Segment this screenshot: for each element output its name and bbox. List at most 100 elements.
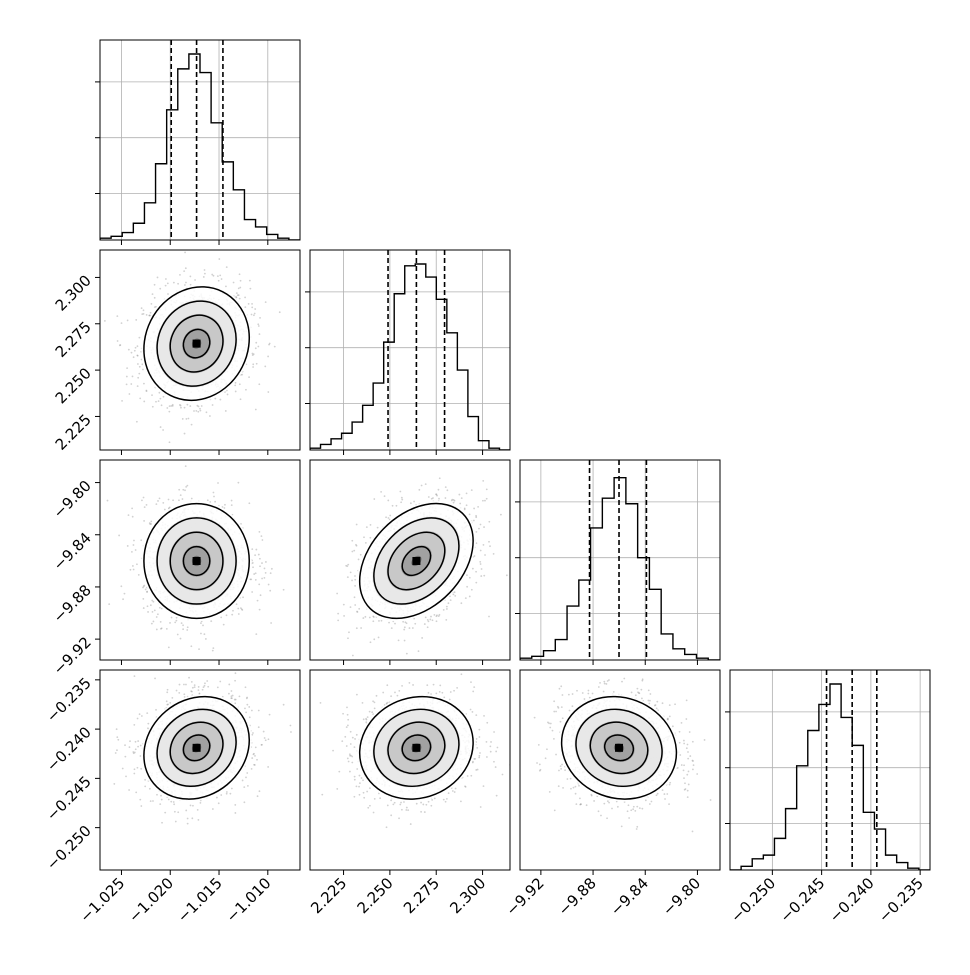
sample-point (143, 497, 145, 499)
sample-point (256, 363, 258, 365)
sample-point (124, 593, 126, 595)
sample-point (156, 629, 158, 631)
sample-point (169, 441, 171, 443)
sample-point (199, 410, 201, 412)
sample-point (251, 591, 253, 593)
sample-point (184, 407, 186, 409)
sample-point (353, 550, 355, 552)
sample-point (145, 390, 147, 392)
sample-point (146, 504, 148, 506)
sample-point (401, 497, 403, 499)
sample-point (107, 500, 109, 502)
sample-point (187, 626, 189, 628)
sample-point (136, 421, 138, 423)
sample-point (345, 565, 347, 567)
sample-point (206, 411, 208, 413)
sample-point (200, 633, 202, 635)
sample-point (194, 279, 196, 281)
sample-point (255, 633, 257, 635)
sample-point (483, 575, 485, 577)
sample-point (253, 314, 255, 316)
sample-point (151, 623, 153, 625)
sample-point (143, 313, 145, 315)
sample-point (506, 574, 508, 576)
sample-point (185, 465, 187, 467)
sample-point (156, 616, 158, 618)
sample-point (150, 604, 152, 606)
sample-point (259, 317, 261, 319)
sample-point (184, 489, 186, 491)
sample-point (178, 489, 180, 491)
sample-point (153, 621, 155, 623)
sample-point (388, 622, 390, 624)
y-tick-label: 2.300 (52, 272, 95, 315)
sample-point (336, 593, 338, 595)
sample-point (188, 418, 190, 420)
sample-point (249, 280, 251, 282)
sample-point (219, 274, 221, 276)
sample-point (150, 521, 152, 523)
sample-point (439, 477, 441, 479)
sample-point (204, 269, 206, 271)
sample-point (261, 539, 263, 541)
sample-point (209, 415, 211, 417)
sample-point (213, 275, 215, 277)
sample-point (147, 605, 149, 607)
sample-point (138, 373, 140, 375)
sample-point (143, 401, 145, 403)
sample-point (480, 550, 482, 552)
sample-point (143, 520, 145, 522)
sample-point (475, 582, 477, 584)
sample-point (454, 591, 456, 593)
sample-point (482, 500, 484, 502)
sample-point (259, 609, 261, 611)
panel-1-1 (305, 250, 510, 455)
sample-point (167, 282, 169, 284)
density-peak (193, 557, 201, 565)
sample-point (274, 346, 276, 348)
sample-point (181, 622, 183, 624)
sample-point (132, 565, 134, 567)
sample-point (268, 584, 270, 586)
sample-point (414, 623, 416, 625)
sample-point (445, 497, 447, 499)
sample-point (171, 617, 173, 619)
sample-point (244, 306, 246, 308)
sample-point (199, 408, 201, 410)
sample-point (180, 494, 182, 496)
sample-point (150, 303, 152, 305)
sample-point (251, 548, 253, 550)
sample-point (169, 405, 171, 407)
sample-point (480, 575, 482, 577)
sample-point (424, 623, 426, 625)
sample-point (186, 629, 188, 631)
sample-point (151, 394, 153, 396)
sample-point (240, 607, 242, 609)
sample-point (127, 545, 129, 547)
sample-point (137, 345, 139, 347)
sample-point (226, 614, 228, 616)
sample-point (198, 406, 200, 408)
sample-point (220, 617, 222, 619)
sample-point (377, 527, 379, 529)
sample-point (182, 628, 184, 630)
sample-point (466, 504, 468, 506)
sample-point (337, 619, 339, 621)
sample-point (258, 531, 260, 533)
sample-point (255, 347, 257, 349)
sample-point (143, 607, 145, 609)
sample-point (161, 404, 163, 406)
sample-point (137, 363, 139, 365)
sample-point (236, 292, 238, 294)
sample-point (240, 280, 242, 282)
sample-point (372, 620, 374, 622)
sample-point (351, 551, 353, 553)
sample-point (486, 498, 488, 500)
sample-point (138, 337, 140, 339)
sample-point (207, 499, 209, 501)
sample-point (146, 314, 148, 316)
sample-point (267, 391, 269, 393)
sample-point (186, 404, 188, 406)
sample-point (184, 252, 186, 254)
